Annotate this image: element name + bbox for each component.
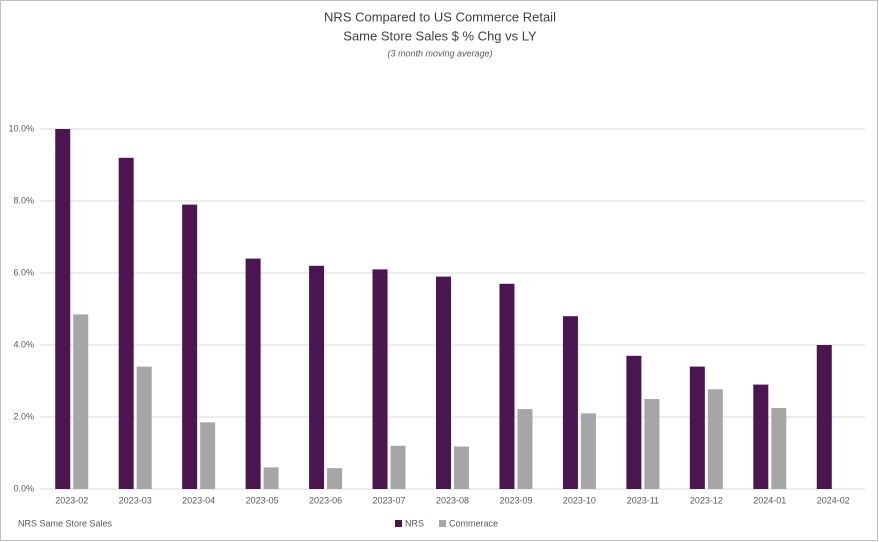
- bar: [644, 399, 660, 489]
- x-tick-label: 2023-09: [499, 495, 532, 505]
- bar: [707, 389, 723, 489]
- x-tick-label: 2023-11: [627, 495, 659, 505]
- bar: [372, 269, 388, 489]
- bar: [118, 157, 134, 490]
- bar: [562, 316, 578, 489]
- bar: [689, 366, 705, 489]
- x-tick-label: 2023-05: [246, 495, 279, 505]
- x-tick-label: 2023-08: [436, 495, 469, 505]
- bar: [454, 446, 469, 489]
- legend-swatch: [439, 520, 447, 527]
- bar: [499, 283, 515, 489]
- x-tick-label: 2023-12: [690, 495, 723, 505]
- x-tick-label: 2023-03: [119, 495, 152, 505]
- bar: [517, 409, 533, 489]
- bar: [436, 276, 451, 489]
- y-tick-label: 10.0%: [8, 123, 34, 133]
- x-tick-label: 2023-02: [55, 495, 88, 505]
- bar: [182, 204, 198, 489]
- chart-title: Same Store Sales $ % Chg vs LY: [343, 28, 537, 43]
- footnote: NRS Same Store Sales: [18, 518, 113, 528]
- bar: [309, 265, 325, 489]
- legend-label: Commerace: [449, 518, 498, 528]
- bar: [327, 468, 343, 489]
- y-tick-label: 8.0%: [13, 195, 34, 205]
- chart-title: NRS Compared to US Commerce Retail: [324, 9, 556, 24]
- x-tick-label: 2023-06: [309, 495, 342, 505]
- bar: [55, 129, 71, 489]
- bar: [263, 467, 279, 489]
- bar: [753, 384, 769, 489]
- bar: [390, 445, 406, 489]
- bar: [816, 345, 832, 489]
- legend-swatch: [395, 520, 402, 527]
- bar: [73, 314, 89, 489]
- bar: [771, 408, 787, 489]
- y-tick-label: 2.0%: [13, 411, 34, 421]
- chart-subtitle: (3 month moving average): [387, 48, 492, 58]
- y-tick-label: 0.0%: [13, 483, 34, 493]
- legend-label: NRS: [405, 518, 424, 528]
- x-tick-label: 2024-02: [817, 495, 850, 505]
- x-tick-label: 2024-01: [753, 495, 786, 505]
- bar: [136, 366, 152, 489]
- y-tick-label: 6.0%: [13, 267, 34, 277]
- x-tick-label: 2023-07: [373, 495, 406, 505]
- x-tick-label: 2023-10: [563, 495, 596, 505]
- bar: [626, 355, 642, 489]
- x-tick-label: 2023-04: [182, 495, 215, 505]
- bar: [200, 422, 216, 489]
- y-tick-label: 4.0%: [13, 339, 34, 349]
- bar: [580, 413, 596, 489]
- bar: [245, 258, 261, 489]
